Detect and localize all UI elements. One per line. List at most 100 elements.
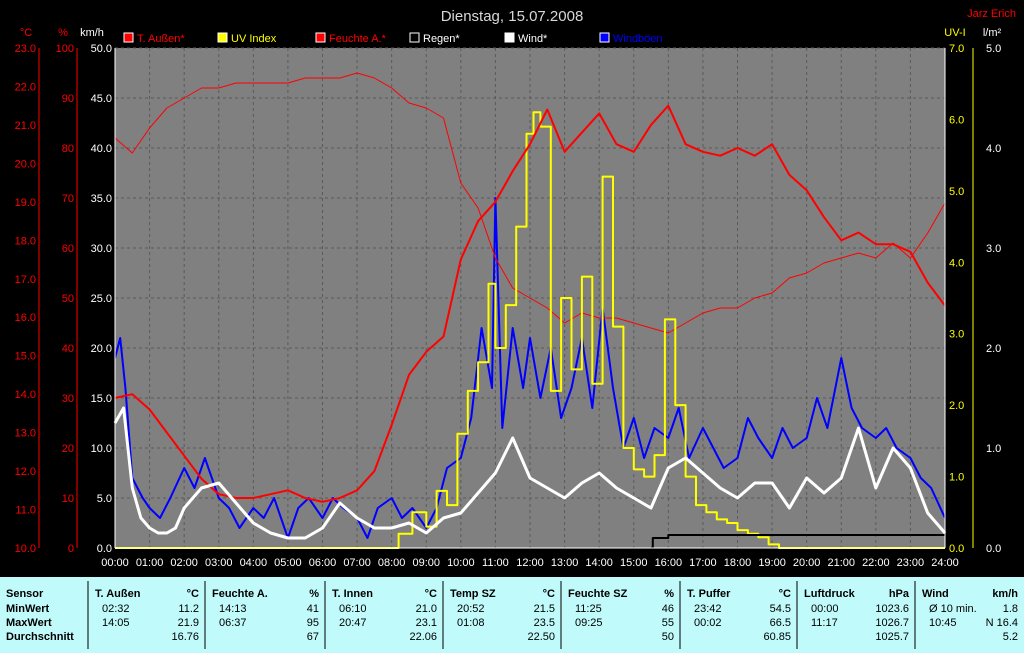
- x-tick-label: 24:00: [931, 557, 959, 569]
- series-line-uv-index: [115, 111, 945, 549]
- temp-tick-label: 16.0: [15, 312, 36, 324]
- table-cell: Ø 10 min.: [929, 603, 977, 615]
- legend-swatch: [599, 32, 610, 43]
- legend: T. Außen* UV Index Feuchte A.* Regen* Wind* W…: [123, 32, 663, 45]
- table-cell: 95: [307, 617, 319, 629]
- temp-tick-label: 15.0: [15, 351, 36, 363]
- table-cell: 23.1: [416, 617, 437, 629]
- x-tick-label: 12:00: [516, 557, 544, 569]
- x-tick-label: 14:00: [585, 557, 613, 569]
- x-tick-label: 19:00: [758, 557, 786, 569]
- table-cell: °C: [779, 588, 791, 600]
- table-cell: T. Puffer: [687, 588, 731, 600]
- table-cell: 20:47: [339, 617, 367, 629]
- wind-tick-label: 45.0: [91, 93, 112, 105]
- table-cell: 54.5: [770, 603, 791, 615]
- x-tick-label: 05:00: [274, 557, 302, 569]
- wind-tick-label: 50.0: [91, 43, 112, 55]
- x-tick-label: 06:00: [309, 557, 337, 569]
- table-cell: hPa: [889, 588, 910, 600]
- x-tick-label: 03:00: [205, 557, 233, 569]
- x-tick-label: 10:00: [447, 557, 475, 569]
- x-tick-label: 22:00: [862, 557, 890, 569]
- temp-tick-label: 11.0: [15, 505, 36, 517]
- x-tick-label: 02:00: [170, 557, 198, 569]
- table-cell: Temp SZ: [450, 588, 496, 600]
- series-line-feuchte-a: [114, 72, 946, 334]
- wind-tick-label: 0.0: [97, 543, 112, 555]
- table-cell: 06:10: [339, 603, 367, 615]
- table-cell: 20:52: [457, 603, 485, 615]
- table-cell: 01:08: [457, 617, 485, 629]
- legend-swatch: [504, 32, 515, 43]
- legend-label: UV Index: [231, 33, 277, 45]
- uv-axis-unit: UV-I: [944, 27, 965, 39]
- table-cell: Feuchte A.: [212, 588, 268, 600]
- rain-tick-label: 4.0: [986, 143, 1001, 155]
- table-cell: 00:00: [811, 603, 839, 615]
- temp-tick-label: 19.0: [15, 197, 36, 209]
- uv-tick-label: 4.0: [949, 257, 964, 269]
- author-label: Jarz Erich: [967, 8, 1016, 20]
- table-cell: 1025.7: [875, 631, 909, 643]
- uv-tick-label: 3.0: [949, 329, 964, 341]
- x-tick-label: 18:00: [724, 557, 752, 569]
- wind-tick-label: 20.0: [91, 343, 112, 355]
- x-tick-label: 13:00: [551, 557, 579, 569]
- rain-axis-unit: l/m²: [983, 27, 1002, 39]
- temp-tick-label: 17.0: [15, 274, 36, 286]
- legend-swatch: [123, 32, 134, 43]
- wind-tick-label: 40.0: [91, 143, 112, 155]
- legend-label: T. Außen*: [137, 33, 185, 45]
- humid-tick-label: 60: [62, 243, 74, 255]
- humid-tick-label: 20: [62, 443, 74, 455]
- table-cell: km/h: [992, 588, 1018, 600]
- table-cell: °C: [425, 588, 437, 600]
- x-tick-label: 04:00: [240, 557, 268, 569]
- table-cell: 06:37: [219, 617, 247, 629]
- table-cell: 22.06: [409, 631, 437, 643]
- legend-swatch: [409, 32, 420, 43]
- humid-tick-label: 70: [62, 193, 74, 205]
- x-tick-label: 17:00: [689, 557, 717, 569]
- x-tick-label: 07:00: [343, 557, 371, 569]
- table-cell: 55: [662, 617, 674, 629]
- x-tick-label: 08:00: [378, 557, 406, 569]
- table-cell: 02:32: [102, 603, 130, 615]
- temp-tick-label: 23.0: [15, 43, 36, 55]
- table-cell: Feuchte SZ: [568, 588, 628, 600]
- axes-layer: 10.0 11.0 12.0 13.0 14.0 15.0 16.0 17.0 18.0 19.0…: [15, 43, 1002, 569]
- humid-tick-label: 80: [62, 143, 74, 155]
- table-row-label: Durchschnitt: [6, 631, 74, 643]
- x-tick-label: 16:00: [655, 557, 683, 569]
- table-cell: Wind: [922, 588, 949, 600]
- table-cell: T. Innen: [332, 588, 373, 600]
- table-cell: 14:05: [102, 617, 130, 629]
- table-cell: 67: [307, 631, 319, 643]
- table-cell: T. Außen: [95, 588, 141, 600]
- table-cell: 00:02: [694, 617, 722, 629]
- rain-tick-label: 3.0: [986, 243, 1001, 255]
- table-cell: 60.85: [763, 631, 791, 643]
- table-cell: 50: [662, 631, 674, 643]
- table-row-label: MinWert: [6, 603, 50, 615]
- table-background: [0, 577, 1024, 653]
- table-cell: 1.8: [1003, 603, 1018, 615]
- uv-tick-label: 1.0: [949, 472, 964, 484]
- temp-tick-label: 14.0: [15, 389, 36, 401]
- rain-tick-label: 2.0: [986, 343, 1001, 355]
- table-cell: 14:13: [219, 603, 247, 615]
- wind-tick-label: 5.0: [97, 493, 112, 505]
- x-tick-label: 15:00: [620, 557, 648, 569]
- x-tick-label: 21:00: [827, 557, 855, 569]
- table-cell: 10:45: [929, 617, 957, 629]
- series-line-windb-en: [114, 197, 946, 539]
- table-cell: %: [309, 588, 319, 600]
- legend-label: Windböen: [613, 33, 663, 45]
- legend-label: Regen*: [423, 33, 460, 45]
- table-cell: 21.0: [416, 603, 437, 615]
- humid-tick-label: 90: [62, 93, 74, 105]
- rain-tick-label: 1.0: [986, 443, 1001, 455]
- x-tick-label: 01:00: [136, 557, 164, 569]
- uv-tick-label: 6.0: [949, 114, 964, 126]
